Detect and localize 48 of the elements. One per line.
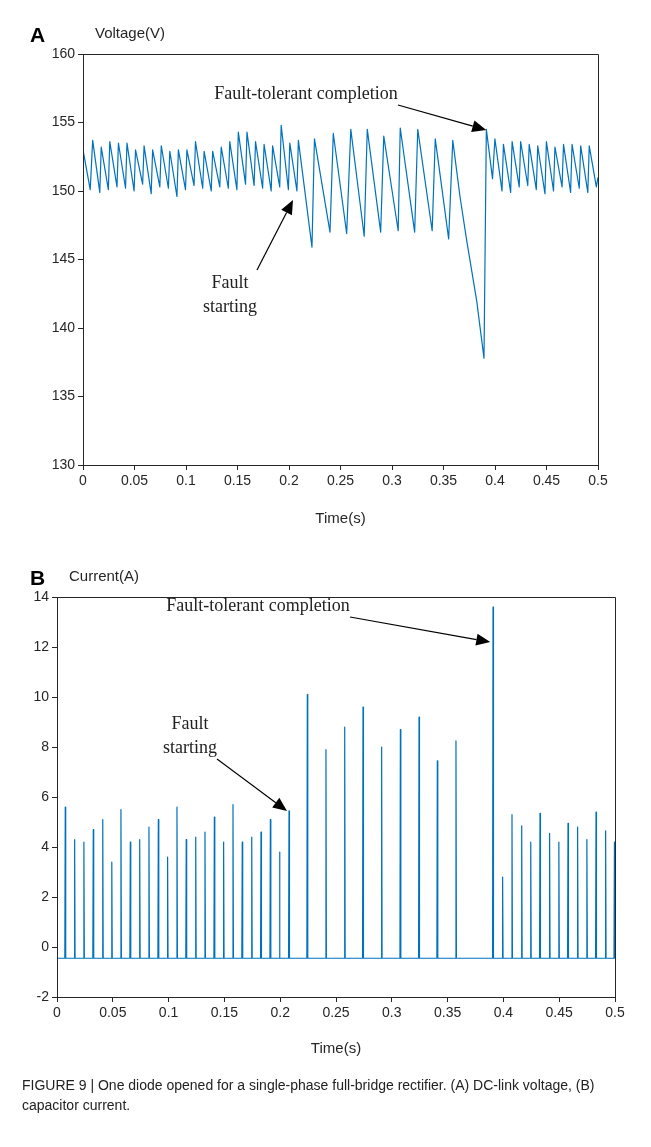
- y-tick-label: 0: [41, 937, 50, 954]
- y-tick-label: -2: [36, 987, 50, 1004]
- x-tick-label: 0.05: [120, 472, 149, 489]
- x-tick-label: 0.3: [382, 472, 402, 489]
- x-tick-label: 0.5: [605, 1004, 625, 1021]
- annotation: Fault-tolerant completion: [214, 82, 398, 105]
- x-tick-label: 0.15: [210, 1004, 239, 1021]
- y-tick-label: 145: [51, 250, 76, 267]
- x-tick-label: 0.5: [588, 472, 608, 489]
- x-tick-label: 0.2: [279, 472, 299, 489]
- x-tick-label: 0.2: [270, 1004, 291, 1021]
- y-tick-label: 155: [51, 113, 76, 130]
- x-tick-label: 0.4: [493, 1004, 514, 1021]
- x-axis-title: Time(s): [310, 1039, 362, 1057]
- y-tick-label: 130: [51, 455, 76, 472]
- y-tick-label: 4: [41, 837, 50, 854]
- x-tick-label: 0.35: [429, 472, 458, 489]
- y-tick-label: 8: [41, 737, 50, 754]
- x-tick-label: 0: [79, 472, 88, 489]
- y-tick-label: 14: [33, 587, 50, 604]
- chart-title: A: [30, 22, 46, 46]
- chart-title: B: [30, 565, 46, 589]
- y-tick-label: 2: [41, 887, 50, 904]
- y-tick-label: 6: [41, 787, 50, 804]
- x-tick-label: 0.15: [223, 472, 252, 489]
- y-axis-title: Voltage(V): [95, 24, 166, 42]
- x-tick-label: 0.45: [545, 1004, 574, 1021]
- x-tick-label: 0.25: [326, 472, 355, 489]
- y-tick-label: 160: [51, 44, 76, 61]
- y-tick-label: 10: [33, 687, 50, 704]
- x-tick-label: 0.1: [158, 1004, 179, 1021]
- y-tick-label: 135: [51, 387, 76, 404]
- annotation: Fault starting: [163, 712, 217, 759]
- x-axis-title: Time(s): [315, 509, 366, 527]
- annotation: Fault-tolerant completion: [166, 594, 350, 617]
- x-tick-label: 0.4: [485, 472, 505, 489]
- y-tick-label: 150: [51, 181, 76, 198]
- x-tick-label: 0.05: [99, 1004, 127, 1021]
- y-tick-label: 12: [33, 637, 50, 654]
- y-tick-label: 140: [51, 318, 76, 335]
- x-tick-label: 0.3: [382, 1004, 402, 1021]
- y-axis-title: Current(A): [69, 567, 140, 585]
- x-tick-label: 0.25: [322, 1004, 350, 1021]
- caption: FIGURE 9 | One diode opened for a single-phase full-bridge rectifier. (A) DC-link voltage, (B) capacitor current.: [22, 1076, 596, 1115]
- x-tick-label: 0.1: [176, 472, 196, 489]
- annotation: Fault starting: [203, 271, 257, 318]
- x-tick-label: 0.35: [433, 1004, 462, 1021]
- x-tick-label: 0.45: [532, 472, 561, 489]
